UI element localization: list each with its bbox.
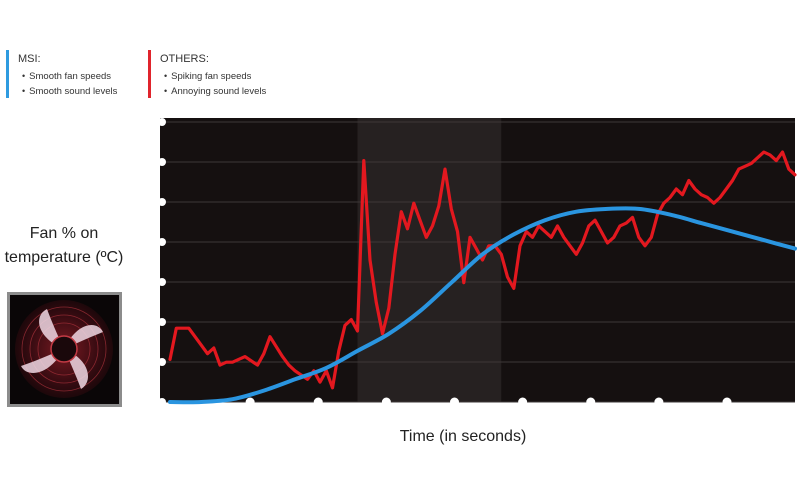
legend-msi: MSI: Smooth fan speeds Smooth sound leve… <box>6 50 117 98</box>
y-tick-dot <box>158 158 166 166</box>
x-axis-label: Time (in seconds) <box>399 428 527 445</box>
x-tick-dot <box>313 397 323 407</box>
legend-msi-item: Smooth sound levels <box>18 84 117 99</box>
x-tick-dot <box>245 397 255 407</box>
series-line-msi <box>168 206 797 405</box>
legend-others-item: Annoying sound levels <box>160 84 266 99</box>
x-tick-dot <box>381 397 391 407</box>
y-tick-dot <box>158 198 166 206</box>
fan-icon <box>7 292 122 412</box>
y-tick-dot <box>158 318 166 326</box>
x-tick-dot <box>722 397 732 407</box>
legend-others-item: Spiking fan speeds <box>160 69 266 84</box>
y-tick-dot <box>158 118 166 126</box>
x-tick-dot <box>518 397 528 407</box>
legend-msi-title: MSI: <box>18 53 41 65</box>
x-tick-dot <box>586 397 596 407</box>
x-tick-dot <box>450 397 459 407</box>
legend-msi-item: Smooth fan speeds <box>18 69 117 84</box>
y-axis-label: Fan % on temperature (ºC) <box>4 225 124 266</box>
legend-others-title: OTHERS: <box>160 53 209 65</box>
y-tick-dot <box>158 278 166 286</box>
legend-others: OTHERS: Spiking fan speeds Annoying soun… <box>148 50 266 98</box>
y-tick-dot <box>158 398 166 406</box>
highlight-band <box>357 118 502 402</box>
y-tick-dot <box>158 238 166 246</box>
y-tick-dot <box>158 358 166 366</box>
x-tick-dot <box>654 397 664 407</box>
